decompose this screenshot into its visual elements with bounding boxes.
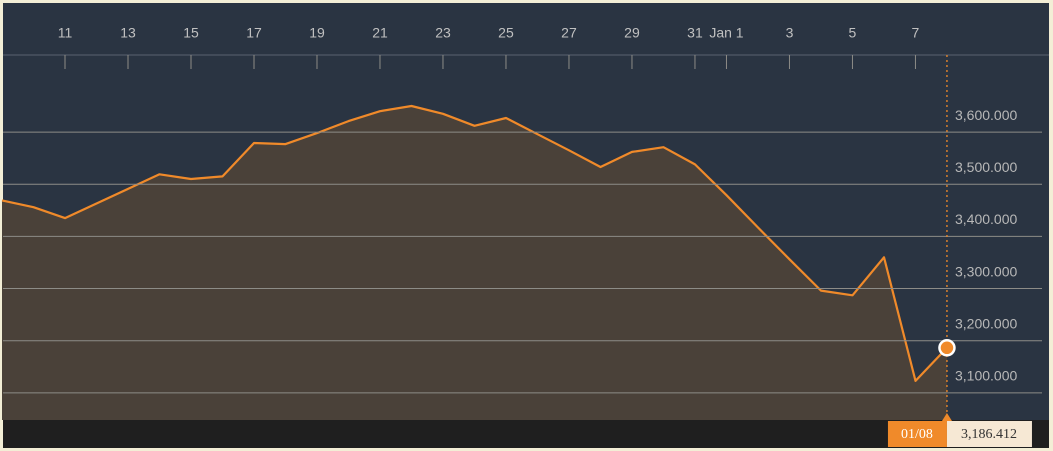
y-tick-label: 3,400.000	[955, 211, 1017, 227]
x-tick-label: 5	[849, 25, 857, 41]
x-tick-label: 21	[372, 25, 388, 41]
bottom-bar	[3, 420, 1049, 448]
x-tick-label: 3	[786, 25, 794, 41]
y-tick-label: 3,100.000	[955, 368, 1017, 384]
x-tick-label: 27	[561, 25, 577, 41]
last-point	[938, 339, 956, 357]
x-tick-label: 29	[624, 25, 640, 41]
date-box	[887, 421, 947, 447]
x-tick-label: 13	[120, 25, 136, 41]
line	[1, 104, 948, 382]
x-tick-label: 15	[183, 25, 199, 41]
y-tick-label: 3,200.000	[955, 315, 1017, 331]
y-tick-label: 3,300.000	[955, 263, 1017, 279]
x-tick-label: 23	[435, 25, 451, 41]
x-tick-label: 19	[309, 25, 325, 41]
x-tick-label: Jan 1	[709, 25, 743, 41]
x-tick-label: 31	[687, 25, 703, 41]
pointer	[941, 413, 952, 421]
x-tick-label: 25	[498, 25, 514, 41]
y-tick-label: 3,600.000	[955, 107, 1017, 123]
value-label: 3,186.412	[961, 427, 1017, 442]
value-box	[946, 421, 1032, 447]
y-tick-label: 3,500.000	[955, 159, 1017, 175]
x-tick-label: 11	[58, 25, 73, 41]
x-tick-label: 7	[912, 25, 920, 41]
x-tick-label: 17	[246, 25, 262, 41]
date-label: 01/08	[901, 427, 933, 442]
